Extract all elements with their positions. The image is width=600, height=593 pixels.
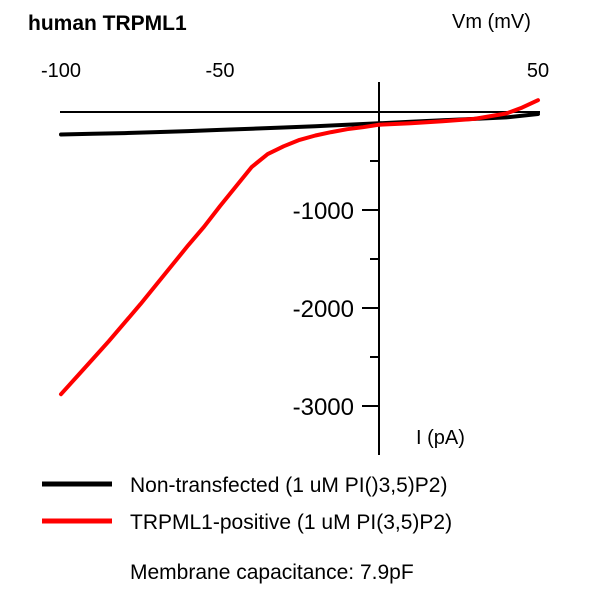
legend-label-trpml1-positive: TRPML1-positive (1 uM PI(3,5)P2)	[130, 511, 452, 534]
y-tick-label: -2000	[293, 296, 354, 323]
y-tick-label: -3000	[293, 394, 354, 421]
x-tick-label: -50	[206, 60, 235, 82]
y-tick-labels: -1000 -2000 -3000	[293, 198, 354, 421]
membrane-capacitance-note: Membrane capacitance: 7.9pF	[130, 561, 414, 584]
x-axis-label: Vm (mV)	[452, 11, 531, 33]
x-tick-labels: -100 -50 50	[41, 60, 549, 82]
chart-title: human TRPML1	[28, 12, 187, 35]
series-line-non-transfected	[59, 112, 540, 137]
x-tick-label: 50	[527, 60, 549, 82]
y-tick-label: -1000	[293, 198, 354, 225]
y-axis-label: I (pA)	[416, 427, 465, 449]
legend-label-non-transfected: Non-transfected (1 uM PI()3,5)P2)	[130, 474, 447, 497]
legend: Non-transfected (1 uM PI()3,5)P2) TRPML1…	[42, 474, 452, 534]
series-lines	[59, 98, 540, 397]
series-line-trpml1-positive	[59, 98, 540, 397]
axes	[60, 82, 540, 455]
x-tick-label: -100	[41, 60, 81, 82]
